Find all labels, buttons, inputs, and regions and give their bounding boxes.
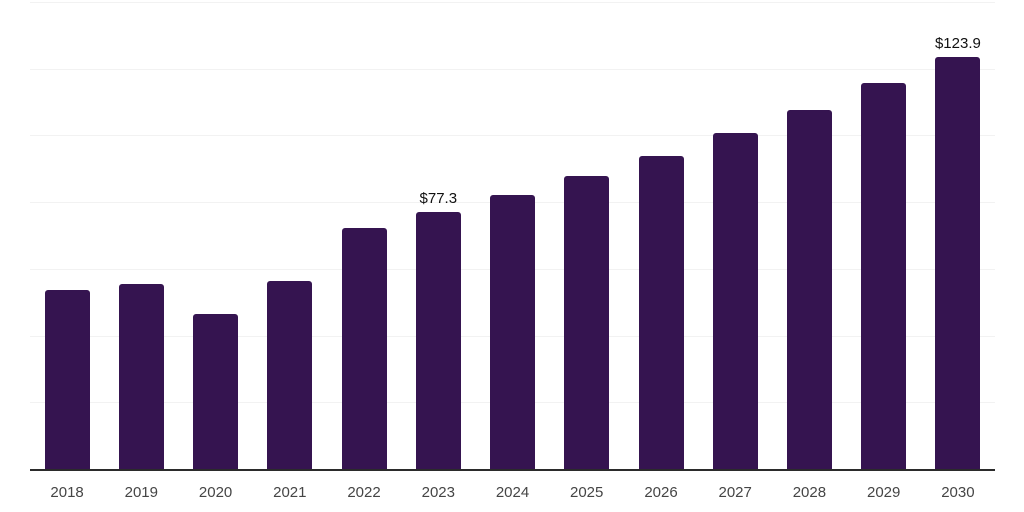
x-tick-2018: 2018 xyxy=(50,484,84,501)
bar-2030 xyxy=(935,56,981,470)
x-tick-2019: 2019 xyxy=(124,484,158,501)
gridline xyxy=(30,2,995,3)
x-tick-2021: 2021 xyxy=(273,484,307,501)
bar-2029 xyxy=(861,83,907,470)
x-tick-2025: 2025 xyxy=(570,484,604,501)
x-tick-2022: 2022 xyxy=(347,484,381,501)
gridline xyxy=(30,135,995,137)
x-tick-2029: 2029 xyxy=(867,484,901,501)
value-label-2030: $123.9 xyxy=(934,34,981,52)
x-tick-2020: 2020 xyxy=(198,484,233,501)
x-tick-2026: 2026 xyxy=(644,484,678,501)
x-tick-2024: 2024 xyxy=(495,484,530,501)
bar-2025 xyxy=(564,176,610,470)
bar-2027 xyxy=(712,133,758,470)
x-tick-2030: 2030 xyxy=(941,484,975,501)
value-label-2023: $77.3 xyxy=(419,190,458,208)
bar-2018 xyxy=(44,289,90,470)
x-tick-2027: 2027 xyxy=(718,484,752,501)
x-tick-2028: 2028 xyxy=(792,484,827,501)
bar-2026 xyxy=(638,156,684,470)
bar-2028 xyxy=(786,110,832,470)
bar-2023 xyxy=(415,212,461,470)
bar-2019 xyxy=(118,283,164,470)
bar-2022 xyxy=(341,227,387,470)
x-tick-2023: 2023 xyxy=(421,484,455,501)
bar-2024 xyxy=(490,195,535,470)
bar-2021 xyxy=(267,280,313,470)
gridline xyxy=(30,68,995,70)
bar-2020 xyxy=(193,313,239,470)
x-axis-line xyxy=(30,469,995,471)
